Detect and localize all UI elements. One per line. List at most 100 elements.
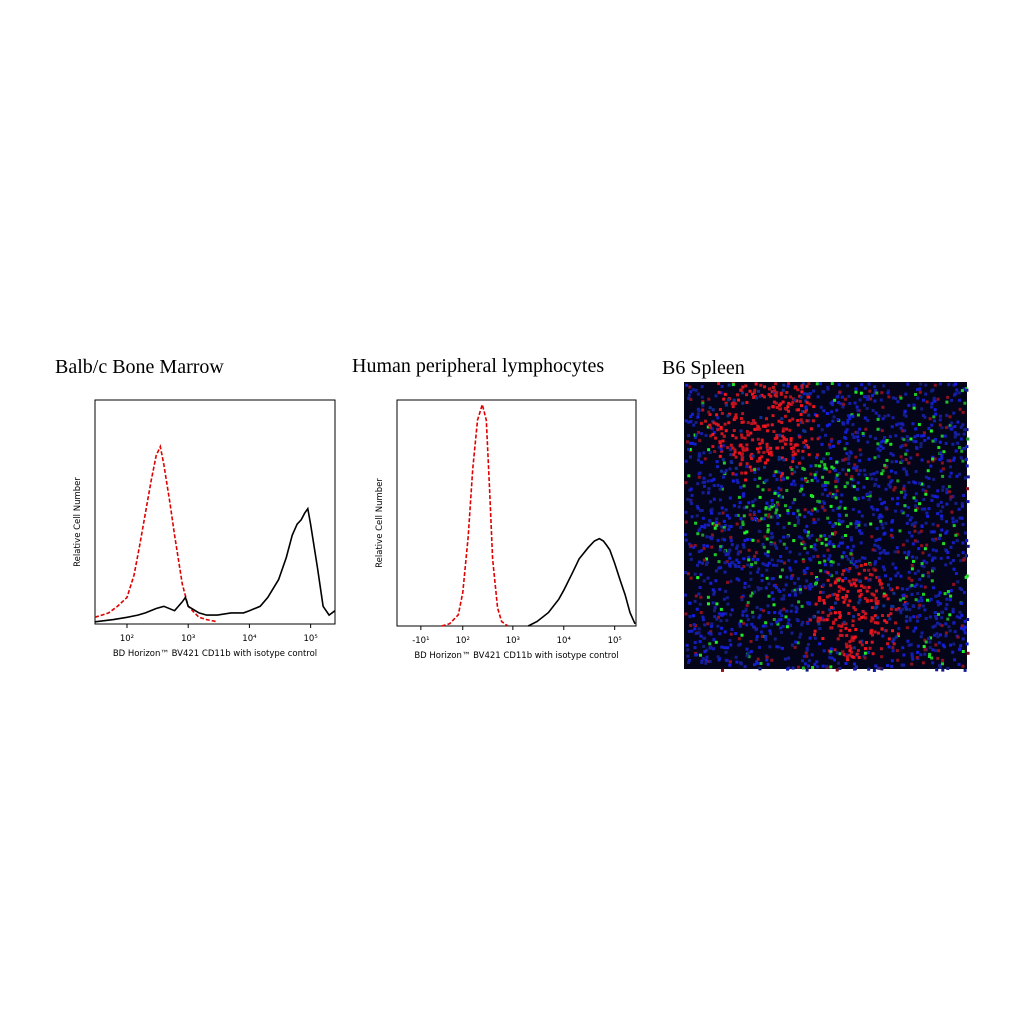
- cell: [768, 507, 772, 511]
- cell: [694, 631, 698, 635]
- cell: [798, 635, 802, 639]
- cell: [715, 413, 719, 417]
- cell: [741, 520, 745, 524]
- cell: [901, 511, 905, 515]
- cell: [829, 560, 833, 563]
- cell: [703, 523, 707, 527]
- cell: [815, 453, 819, 457]
- cell: [902, 484, 906, 488]
- cell: [800, 604, 804, 608]
- cell: [821, 390, 825, 394]
- cell: [851, 484, 855, 488]
- cell: [908, 616, 912, 620]
- cell: [857, 656, 861, 659]
- cell: [961, 459, 965, 463]
- cell: [756, 586, 760, 590]
- cell: [800, 536, 804, 540]
- cell: [838, 633, 842, 637]
- cell: [845, 442, 849, 445]
- cell: [868, 434, 872, 438]
- cell: [843, 597, 847, 601]
- cell: [799, 632, 803, 636]
- cell: [766, 550, 770, 554]
- cell: [957, 663, 961, 666]
- cell: [912, 496, 916, 500]
- cell: [950, 425, 954, 429]
- cell: [688, 552, 692, 556]
- cell: [828, 491, 832, 495]
- cell: [891, 629, 894, 633]
- cell: [936, 524, 940, 528]
- cell: [785, 427, 789, 431]
- cell: [786, 511, 790, 515]
- cell: [796, 641, 800, 645]
- cell: [905, 449, 909, 453]
- cell: [811, 495, 815, 498]
- cell: [793, 581, 797, 585]
- cell: [877, 484, 881, 488]
- cell: [846, 418, 850, 422]
- cell: [891, 497, 894, 501]
- cell: [922, 434, 926, 438]
- cell: [696, 392, 700, 396]
- cell: [905, 473, 909, 477]
- cell: [848, 567, 852, 570]
- cell: [882, 592, 886, 596]
- cell: [852, 435, 856, 439]
- cell: [810, 533, 814, 537]
- cell: [704, 419, 707, 423]
- cell: [718, 632, 722, 636]
- cell: [886, 597, 890, 601]
- cell: [789, 437, 793, 441]
- plot-frame: [396, 399, 637, 627]
- cell: [876, 601, 880, 605]
- cell: [692, 423, 696, 427]
- cell: [751, 591, 755, 595]
- x-axis-label: BD Horizon™ BV421 CD11b with isotype con…: [113, 649, 317, 659]
- cell: [800, 542, 804, 546]
- cell: [854, 390, 858, 394]
- cell: [805, 408, 808, 412]
- cell: [810, 572, 814, 576]
- cell: [827, 558, 831, 561]
- cell: [822, 501, 826, 505]
- cell: [916, 650, 920, 654]
- cell: [749, 650, 753, 654]
- cell: [950, 398, 954, 402]
- x-tick-label: 10⁴: [242, 634, 257, 644]
- cell: [701, 533, 705, 537]
- cell: [821, 500, 825, 504]
- cell: [907, 576, 911, 580]
- cell: [866, 440, 870, 444]
- cell: [775, 394, 779, 398]
- cell: [838, 611, 841, 614]
- cell: [938, 602, 942, 606]
- cell: [941, 485, 945, 489]
- cell: [781, 434, 784, 438]
- cell: [949, 471, 953, 475]
- cell: [966, 437, 970, 441]
- cell: [751, 392, 754, 396]
- cell: [743, 585, 747, 589]
- cell: [730, 608, 734, 612]
- cell: [705, 535, 709, 539]
- cell: [923, 652, 927, 656]
- cell: [701, 657, 705, 661]
- cell: [938, 440, 942, 444]
- cell: [927, 637, 931, 640]
- cell: [904, 443, 908, 447]
- cell: [894, 397, 898, 401]
- cell: [699, 653, 702, 657]
- cell: [855, 520, 859, 523]
- cell: [693, 646, 697, 650]
- cell: [905, 615, 909, 619]
- cell: [938, 533, 942, 537]
- cell: [800, 487, 804, 491]
- cell: [740, 633, 744, 637]
- cell: [919, 442, 923, 446]
- cell: [820, 505, 824, 509]
- cell: [788, 566, 792, 570]
- cell: [702, 644, 706, 648]
- cell: [851, 619, 855, 623]
- cell: [695, 504, 699, 508]
